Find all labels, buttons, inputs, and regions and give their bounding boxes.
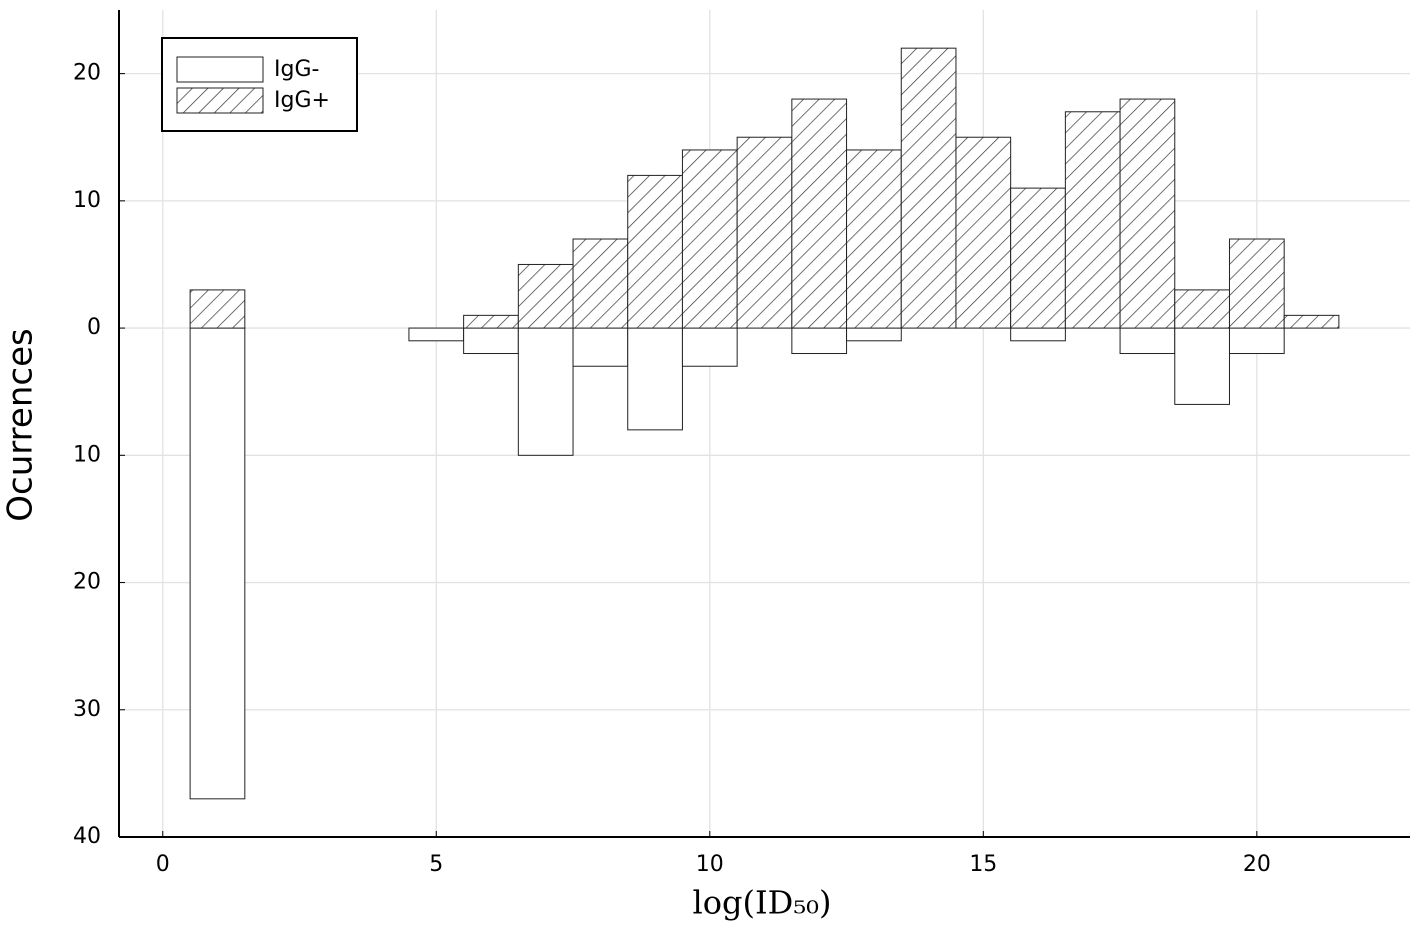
y-tick-label: 40 bbox=[73, 824, 101, 849]
y-tick-label: 0 bbox=[87, 315, 101, 340]
histogram-bar bbox=[517, 263, 574, 329]
histogram-bar bbox=[846, 149, 902, 329]
histogram-bar bbox=[1174, 289, 1230, 329]
y-tick-label: 10 bbox=[73, 442, 101, 467]
histogram-bar bbox=[955, 136, 1012, 329]
x-axis-label: log(ID₅₀) bbox=[693, 884, 832, 922]
histogram-bar bbox=[517, 327, 574, 456]
y-tick-label: 20 bbox=[73, 61, 101, 86]
histogram-bar bbox=[463, 314, 519, 329]
x-tick-label: 20 bbox=[1243, 852, 1271, 877]
histogram-bar bbox=[791, 327, 848, 355]
histogram-bar bbox=[1010, 187, 1066, 329]
histogram-bar bbox=[1010, 327, 1066, 342]
histogram-bar bbox=[1064, 111, 1121, 329]
y-tick-label: 20 bbox=[73, 570, 101, 595]
x-tick-label: 15 bbox=[969, 852, 997, 877]
histogram-bar bbox=[572, 327, 629, 367]
histogram-bar bbox=[1228, 238, 1285, 329]
histogram-bar bbox=[189, 289, 246, 329]
x-tick-label: 10 bbox=[696, 852, 724, 877]
y-tick-label: 10 bbox=[73, 188, 101, 213]
histogram-bar bbox=[463, 327, 519, 355]
legend-swatch bbox=[176, 56, 264, 83]
histogram-bar bbox=[189, 327, 246, 800]
histogram-bar bbox=[791, 98, 848, 329]
histogram-bar bbox=[846, 327, 902, 342]
histogram-bar bbox=[1228, 327, 1285, 355]
y-tick-label: 30 bbox=[73, 697, 101, 722]
x-tick-label: 0 bbox=[156, 852, 170, 877]
histogram-bar bbox=[408, 327, 465, 342]
y-axis-label: Ocurrences bbox=[1, 328, 41, 521]
legend-box bbox=[161, 37, 358, 132]
histogram-bar bbox=[681, 149, 738, 329]
x-tick-label: 5 bbox=[429, 852, 443, 877]
histogram-bar bbox=[900, 47, 957, 329]
legend-label: IgG+ bbox=[274, 88, 330, 113]
histogram-bar bbox=[627, 327, 683, 431]
histogram-bar bbox=[1119, 98, 1176, 329]
histogram-bar bbox=[1283, 314, 1340, 329]
histogram-bar bbox=[627, 174, 683, 329]
histogram-bar bbox=[736, 136, 793, 329]
legend-swatch bbox=[176, 87, 264, 114]
histogram-bar bbox=[1119, 327, 1176, 355]
histogram-bar bbox=[681, 327, 738, 367]
histogram-bar bbox=[572, 238, 629, 329]
legend-label: IgG- bbox=[274, 57, 319, 82]
histogram-bar bbox=[1174, 327, 1230, 405]
